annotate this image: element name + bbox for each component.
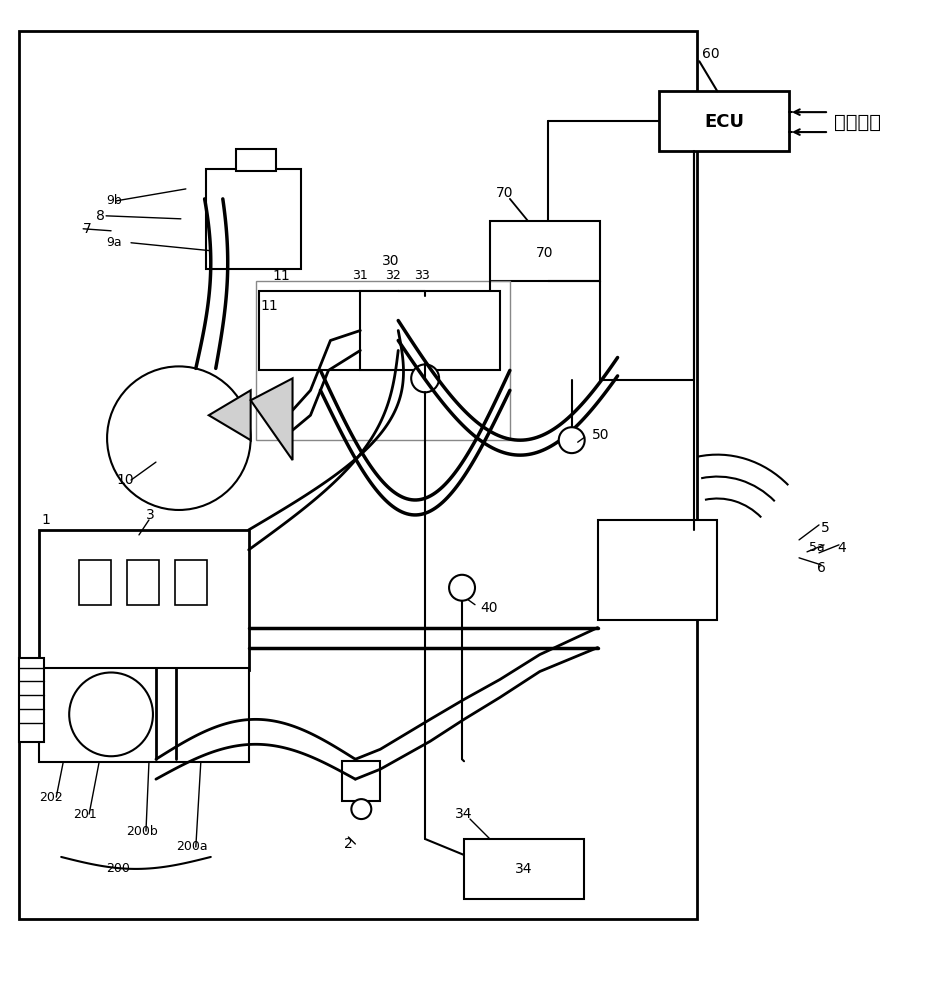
Polygon shape [209,390,251,440]
Text: 33: 33 [415,269,430,282]
Circle shape [351,799,371,819]
Text: 11: 11 [261,299,279,313]
Bar [39,530,248,670]
Bar [659,91,789,151]
Text: 40: 40 [480,601,497,615]
Bar [175,560,206,605]
Bar [79,560,111,605]
Bar [205,169,301,269]
Text: 50: 50 [592,428,610,442]
Text: 30: 30 [381,254,399,268]
Text: 3: 3 [146,508,155,522]
Circle shape [559,427,585,453]
Text: 10: 10 [116,473,134,487]
Bar [39,668,248,762]
Text: 9a: 9a [107,236,122,249]
Text: 5a: 5a [809,541,825,554]
Text: 7: 7 [83,222,92,236]
Text: 车辆信息: 车辆信息 [834,113,881,132]
Bar [19,31,697,919]
Text: 200: 200 [107,862,130,875]
Polygon shape [251,378,293,460]
Circle shape [107,366,251,510]
Bar [259,291,398,370]
Text: 8: 8 [96,209,105,223]
Text: 60: 60 [703,47,720,61]
Text: 1: 1 [41,513,50,527]
Text: 2: 2 [344,837,353,851]
Circle shape [69,672,153,756]
Text: 200a: 200a [176,840,207,853]
Bar [19,658,45,742]
Text: 70: 70 [496,186,514,200]
Bar [236,149,276,171]
Text: 11: 11 [273,269,290,283]
Circle shape [449,575,475,601]
Text: 31: 31 [353,269,368,282]
Circle shape [411,364,439,392]
Text: 34: 34 [515,862,533,876]
Text: 201: 201 [73,808,97,821]
Text: 6: 6 [817,561,825,575]
Bar [342,761,380,801]
Text: 34: 34 [456,807,473,821]
Text: 32: 32 [385,269,401,282]
Bar [256,281,510,440]
Bar [360,291,500,370]
Bar [490,221,600,281]
Text: 4: 4 [837,541,845,555]
Bar [464,839,584,899]
Text: 202: 202 [39,791,63,804]
Bar [127,560,159,605]
Text: ECU: ECU [705,113,745,131]
Text: 5: 5 [821,521,829,535]
Bar [597,520,717,620]
Text: 70: 70 [536,246,553,260]
Text: 200b: 200b [126,825,158,838]
Text: 9b: 9b [107,194,122,207]
